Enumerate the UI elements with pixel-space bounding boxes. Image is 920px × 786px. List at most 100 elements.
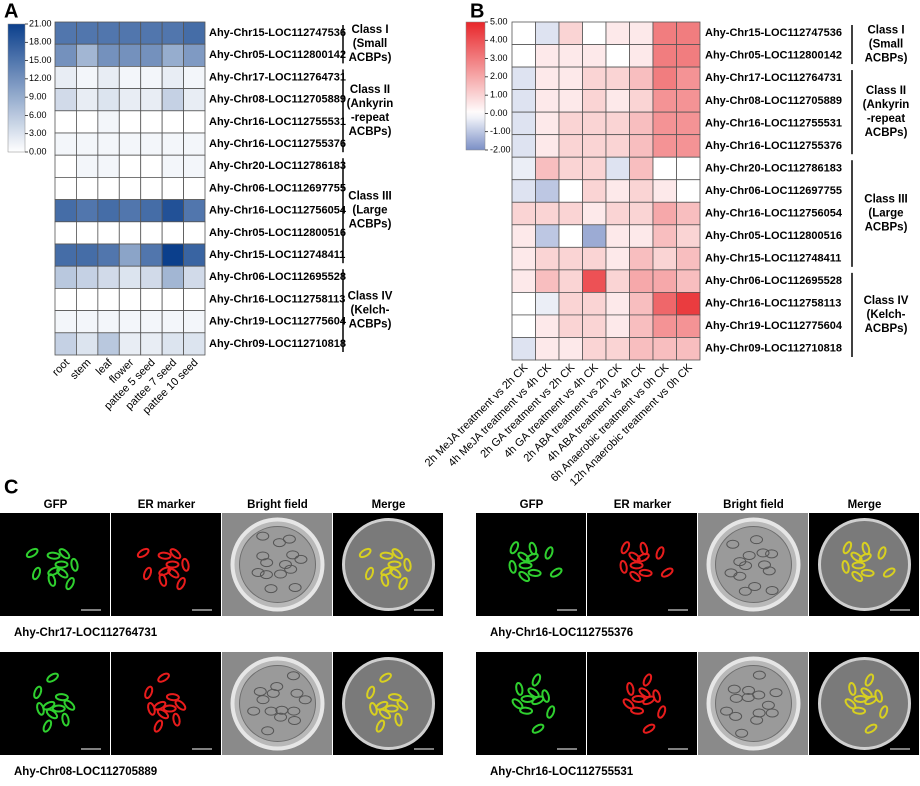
heatmap-cell [558, 291, 583, 316]
heatmap-cell [76, 132, 99, 156]
fluorescence-signal [70, 557, 79, 572]
fluorescence-signal [657, 705, 667, 719]
fluorescence-signal [851, 570, 864, 583]
heatmap-cell [161, 265, 184, 289]
organelle [251, 568, 265, 578]
heatmap-cell [629, 314, 654, 338]
row-label: Ahy-Chr20-LOC112786183 [705, 162, 842, 174]
fluorescence-signal [525, 552, 539, 563]
fluorescence-signal [144, 685, 154, 700]
heatmap-cell [605, 337, 630, 361]
group-label: Class II [350, 84, 390, 96]
heatmap-cell [582, 201, 607, 226]
row-label: Ahy-Chr15-LOC112748411 [209, 249, 345, 261]
row-label: Ahy-Chr05-LOC112800516 [209, 227, 346, 239]
colorbar-tick-label: 0.00 [490, 108, 508, 118]
fluorescence-signal [398, 576, 408, 591]
heatmap-cell [118, 88, 142, 112]
fluorescence-signal [167, 567, 180, 579]
organelle [256, 551, 270, 561]
fluorescence-signal [518, 561, 533, 570]
heatmap-cell [511, 201, 536, 226]
heatmap-cell [676, 21, 701, 45]
heatmap-cell [183, 154, 206, 178]
heatmap-cell [140, 43, 163, 67]
heatmap-cell [54, 43, 77, 67]
colorbar-tick-label: -1.00 [490, 126, 511, 136]
heatmap-cell [97, 199, 120, 223]
heatmap-cell [183, 221, 206, 245]
organelle [261, 726, 275, 736]
heatmap-cell [629, 224, 654, 248]
sample-label: Ahy-Chr16-LOC112755376 [490, 627, 633, 639]
fluorescence-signal [172, 712, 181, 727]
heatmap-cell [97, 265, 120, 289]
organelle [729, 711, 743, 721]
organelle [724, 568, 738, 578]
organelle [765, 586, 779, 596]
fluorescence-signal [882, 567, 896, 578]
heatmap-cell [140, 265, 163, 289]
heatmap-cell [629, 66, 654, 90]
fluorescence-signal [851, 561, 866, 570]
colorbar-tick-label: 1.00 [490, 90, 508, 100]
organelle [769, 688, 783, 698]
heatmap-cell [161, 287, 184, 311]
heatmap-cell [652, 314, 677, 338]
heatmap-cell [535, 66, 560, 90]
row-label: Ahy-Chr17-LOC112764731 [209, 71, 346, 83]
organelle [259, 570, 273, 580]
organelle [750, 715, 764, 725]
fluorescence-signal [642, 673, 653, 687]
heatmap-cell [582, 44, 607, 68]
organelle [253, 686, 267, 696]
group-label: ACBPs) [865, 127, 908, 139]
organelle [748, 581, 762, 591]
heatmap-cell [605, 269, 630, 293]
column-header: ER marker [138, 499, 196, 511]
organelle [752, 690, 766, 700]
fluorescence-signal [387, 693, 402, 702]
organelle [284, 564, 298, 574]
heatmap-cell [511, 246, 536, 271]
heatmap-cell [605, 21, 630, 45]
fluorescence-signal [379, 551, 394, 560]
fluorescence-signal [858, 552, 872, 563]
fluorescence-signal [51, 704, 66, 713]
heatmap-cell [140, 287, 163, 311]
fluorescence-signal [626, 681, 635, 696]
heatmap-cell [652, 179, 677, 203]
organelle [765, 708, 779, 718]
fluorescence-signal [380, 566, 394, 577]
organelle [735, 728, 749, 738]
fluorescence-signal [531, 723, 545, 734]
heatmap-cell [605, 44, 630, 68]
heatmap-cell [582, 156, 607, 181]
heatmap-cell [97, 132, 120, 156]
row-label: Ahy-Chr16-LOC112758113 [705, 298, 841, 310]
heatmap-cell [140, 88, 163, 112]
heatmap-cell [183, 132, 206, 156]
heatmap-cell [97, 43, 120, 67]
heatmap-cell [629, 179, 654, 203]
heatmap-cell [118, 265, 142, 289]
heatmap-cell [605, 246, 630, 271]
heatmap-cell [535, 179, 560, 203]
heatmap-cell [511, 337, 536, 361]
heatmap-cell [558, 21, 583, 45]
heatmap-cell [605, 111, 630, 136]
heatmap-cell [582, 134, 607, 158]
cell-interior [715, 526, 792, 603]
heatmap-cell [76, 43, 99, 67]
heatmap-cell [183, 287, 206, 311]
heatmap-cell [97, 221, 120, 245]
heatmap-cell [535, 134, 560, 158]
colorbar-tick-label: 21.00 [29, 18, 52, 28]
heatmap-cell [161, 21, 184, 45]
colorbar-tick-label: 6.00 [29, 110, 47, 120]
sample-label: Ahy-Chr16-LOC112755531 [490, 766, 634, 778]
heatmap-cell [183, 243, 206, 267]
fluorescence-signal [65, 576, 75, 591]
fluorescence-signal [157, 551, 172, 560]
heatmap-cell [54, 243, 77, 267]
